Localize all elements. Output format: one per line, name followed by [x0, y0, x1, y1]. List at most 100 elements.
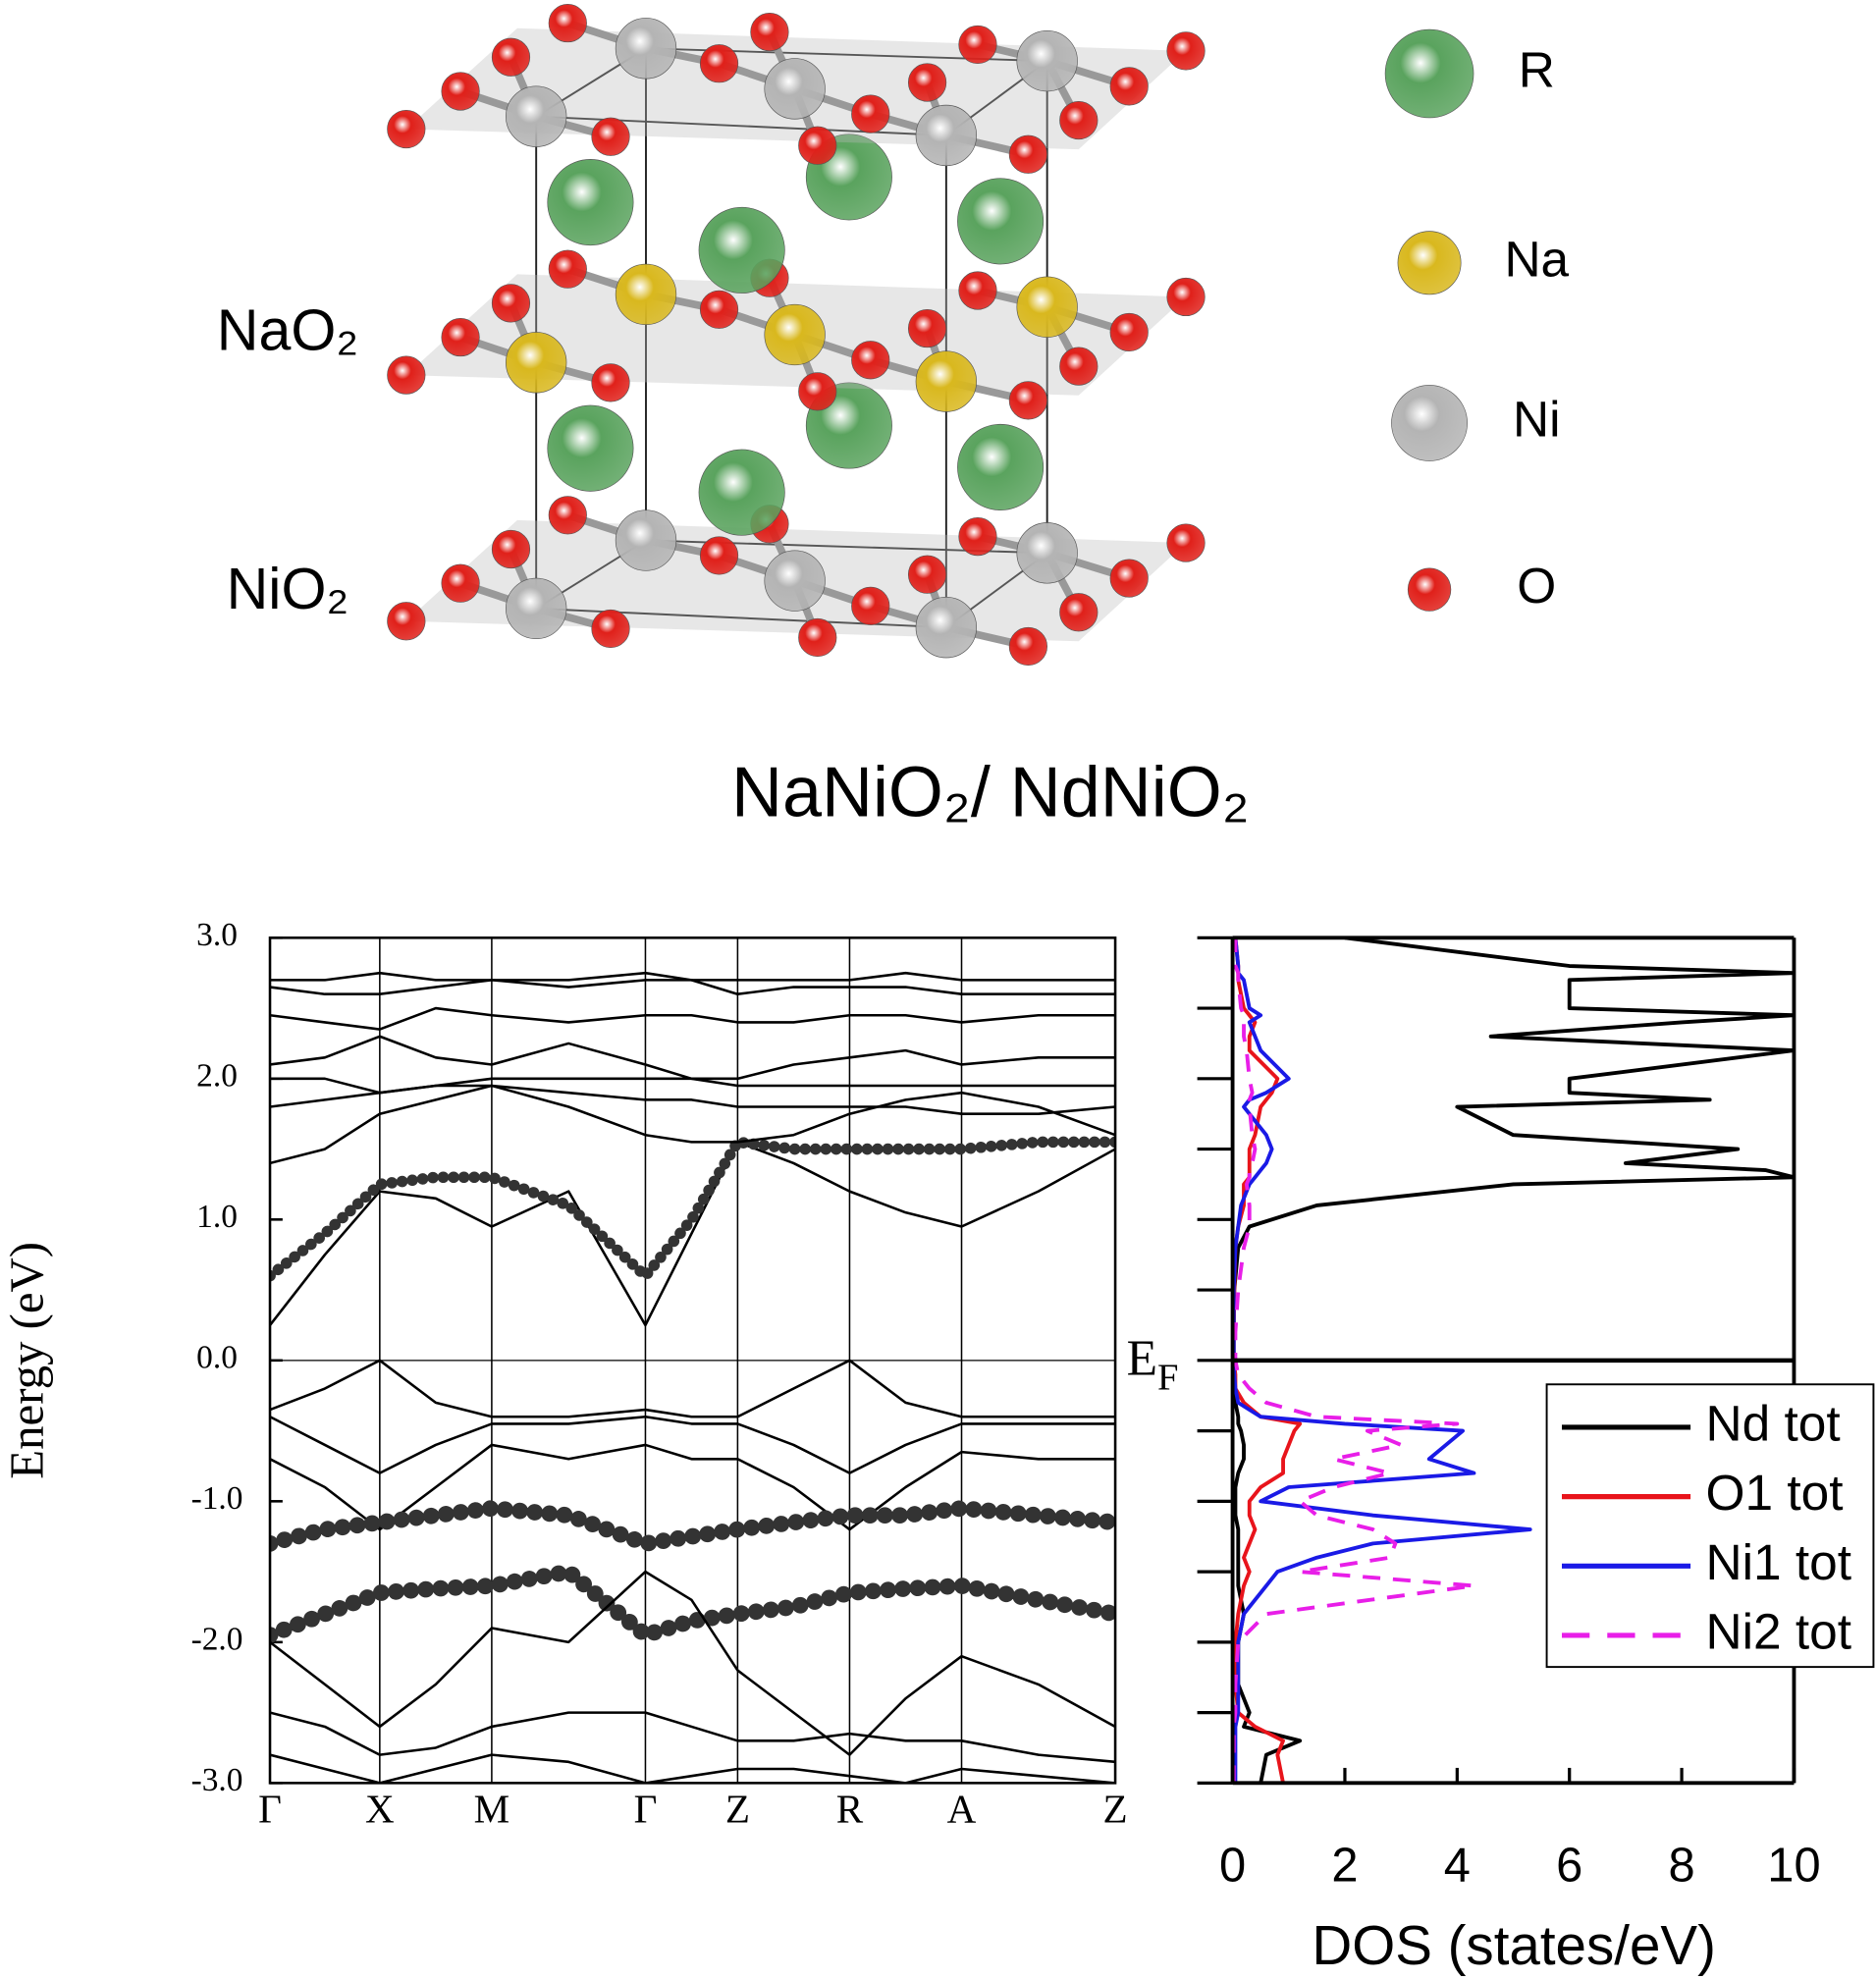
atom — [699, 44, 739, 83]
atom — [615, 509, 677, 571]
atom — [591, 363, 630, 402]
atom — [506, 85, 567, 147]
y-tick-label: 0.0 — [196, 1340, 238, 1376]
y-tick-label: 2.0 — [196, 1057, 238, 1094]
atom — [1166, 31, 1206, 71]
band — [270, 1711, 1116, 1764]
atom — [1016, 29, 1078, 92]
atom — [698, 206, 785, 294]
x-tick-label: 0 — [1219, 1840, 1246, 1893]
legend-label: Ni — [1513, 391, 1561, 448]
fermi-label: EF — [1127, 1330, 1179, 1398]
y-tick-label: 3.0 — [196, 917, 238, 953]
x-tick-label: 2 — [1331, 1840, 1358, 1893]
x-tick-label: 6 — [1556, 1840, 1582, 1893]
atom — [506, 332, 567, 394]
legend-swatch — [1397, 231, 1462, 295]
atom — [798, 617, 837, 658]
atom — [1008, 626, 1047, 667]
x-tick-label: M — [474, 1787, 510, 1832]
atom — [957, 423, 1045, 510]
atom — [798, 372, 837, 411]
atom — [851, 94, 890, 134]
layer-label: NiO₂ — [227, 556, 349, 621]
atom — [491, 529, 531, 569]
atom — [907, 555, 947, 594]
y-axis-label: Energy (eV) — [0, 1242, 53, 1479]
legend-label: O1 tot — [1706, 1464, 1844, 1521]
x-axis-label: DOS (states/eV) — [1312, 1914, 1716, 1976]
atom — [1109, 67, 1149, 106]
atom — [764, 303, 826, 366]
band — [270, 1006, 1116, 1031]
atom — [699, 290, 739, 329]
x-tick-label: Γ — [258, 1787, 282, 1832]
x-tick-label: Z — [725, 1787, 750, 1832]
atom — [907, 63, 947, 102]
y-tick-label: 1.0 — [196, 1199, 238, 1235]
band — [270, 979, 1116, 995]
legend-label: Nd tot — [1706, 1395, 1841, 1452]
atom — [491, 284, 531, 323]
x-tick-label: R — [836, 1787, 864, 1832]
x-tick-label: 8 — [1669, 1840, 1695, 1893]
band — [270, 1359, 1116, 1418]
band — [270, 1415, 1116, 1474]
atom — [1109, 559, 1149, 598]
fermi-label-sub: F — [1157, 1357, 1178, 1398]
atom — [615, 18, 677, 80]
band — [270, 1035, 1116, 1081]
dos-curve — [1232, 937, 1476, 1784]
atom — [547, 159, 634, 246]
x-tick-label: 4 — [1444, 1840, 1471, 1893]
atom — [1166, 277, 1206, 317]
band — [270, 1570, 1116, 1756]
atom — [441, 317, 480, 357]
atom — [491, 37, 531, 77]
legend-swatch — [1391, 385, 1468, 461]
atom — [591, 117, 630, 156]
atom — [591, 609, 630, 649]
band — [270, 1500, 1116, 1552]
atom — [851, 586, 890, 625]
band — [270, 1141, 1116, 1327]
atom — [699, 536, 739, 575]
x-tick-label: 10 — [1767, 1840, 1820, 1893]
atom — [915, 350, 978, 412]
band — [270, 971, 1116, 982]
legend-swatch — [1384, 28, 1474, 119]
atom — [441, 563, 480, 603]
legend-box — [1545, 1383, 1875, 1669]
x-tick-label: Z — [1102, 1787, 1127, 1832]
band — [270, 1136, 1116, 1282]
atom — [798, 126, 837, 165]
band — [270, 1084, 1116, 1165]
atom — [698, 449, 785, 536]
atom — [1059, 100, 1099, 140]
plot-frame — [268, 936, 1117, 1785]
atom — [957, 178, 1045, 265]
atom — [915, 104, 978, 167]
atom — [1166, 523, 1206, 562]
atom — [1059, 593, 1099, 632]
atom — [907, 308, 947, 348]
atom — [750, 12, 789, 52]
atom — [548, 496, 587, 535]
legend-swatch — [1407, 567, 1452, 612]
atom — [615, 263, 677, 326]
layer-label: NaO₂ — [217, 297, 358, 363]
atom — [387, 355, 426, 395]
atom — [1109, 312, 1149, 352]
atom — [851, 341, 890, 380]
atom — [915, 597, 978, 659]
atom — [1008, 134, 1047, 174]
y-tick-label: -1.0 — [191, 1480, 243, 1517]
legend-label: Ni2 tot — [1706, 1603, 1852, 1660]
figure-title: NaNiO₂/ NdNiO₂ — [731, 754, 1250, 832]
atom — [958, 517, 997, 557]
atom — [1016, 276, 1078, 338]
x-tick-label: A — [947, 1787, 977, 1832]
band — [270, 1563, 1116, 1644]
